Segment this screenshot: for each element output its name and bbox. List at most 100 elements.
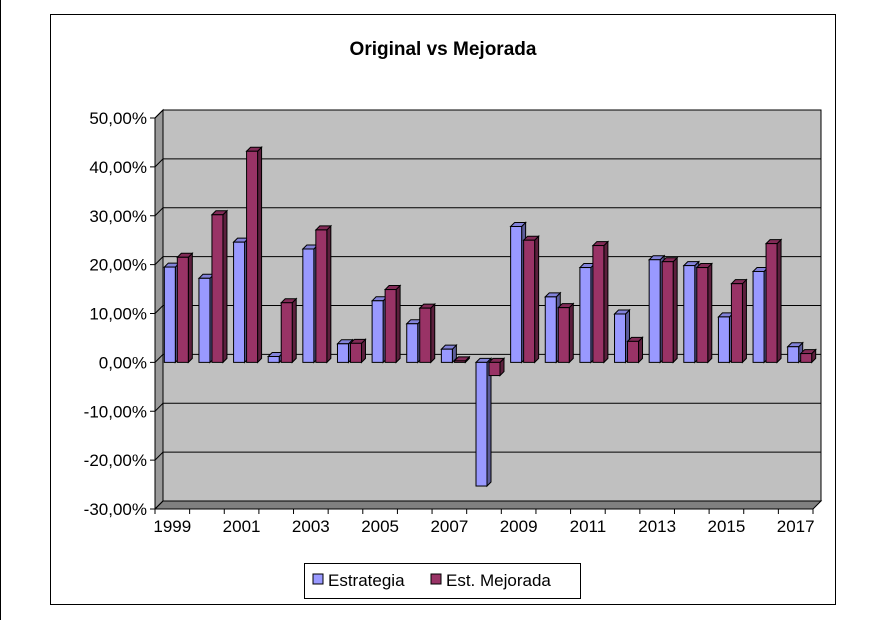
bar-front [592,245,605,363]
bar-est-mejorada-2003 [314,224,333,364]
bar-side [672,256,678,364]
x-tick-label: 2015 [708,517,746,536]
bar-front [336,343,349,363]
y-tick-label: -10,00% [84,402,147,421]
y-tick-label: 50,00% [89,109,147,128]
bar-front [211,214,224,363]
y-tick-label: 20,00% [89,256,147,275]
bar-front [475,361,488,487]
bar-front [246,150,259,363]
bar-side [187,252,193,364]
bar-est-mejorada-2005 [383,284,402,364]
legend-swatch-estrategia [312,573,324,585]
bar-side [486,357,492,488]
bar-front [198,277,211,363]
bar-side [257,146,263,364]
gridline [154,158,821,168]
gridline [154,500,821,510]
bar-side [291,297,297,364]
bar-est-mejorada-2007 [453,355,471,364]
bar-estrategia-2017 [786,341,804,364]
x-tick-label: 2005 [361,517,399,536]
x-tick-label: 2013 [638,517,676,536]
bar-side [603,240,609,364]
bar-side [430,302,436,364]
bar-front [419,307,432,363]
bar-side [568,302,574,364]
bar-front [280,302,293,363]
x-tick-label: 2009 [500,517,538,536]
bar-front [730,283,743,363]
bar-front [510,226,523,363]
bar-front [523,239,536,363]
legend-box [304,563,581,599]
bar-est-mejorada-2017 [799,348,817,364]
bar-front [579,267,592,363]
bar-side [222,209,228,364]
bar-est-mejorada-2000 [210,209,229,364]
bar-est-mejorada-2002 [280,297,298,364]
y-tick-label: -20,00% [84,451,147,470]
x-tick-label: 2017 [777,517,815,536]
bar-side [326,224,332,364]
floor [153,500,823,510]
bar-est-mejorada-2001 [245,146,263,364]
bar-front [614,313,627,363]
gridline [154,451,821,461]
bar-front [406,323,419,363]
bar-front [765,243,778,363]
legend: Estrategia Est. Mejorada [304,563,581,599]
bar-front [371,300,384,363]
y-tick-label: 10,00% [89,305,147,324]
bar-side [707,262,713,364]
bar-front [648,259,661,363]
bar-front [627,340,640,363]
y-tick-label: 0,00% [99,353,147,372]
bar-front [557,307,570,363]
axes [150,117,814,514]
bar-front [453,360,466,363]
bar-est-mejorada-2004 [349,338,367,364]
bar-est-mejorada-2008 [487,357,506,377]
x-tick-labels: 1999 2001 2003 2005 2007 2009 2011 2013 2015 2017 [153,517,814,536]
y-tick-labels: -30,00% -20,00% -10,00% 0,00% 10,00% 20,00% 30… [84,109,147,519]
y-tick-label: 30,00% [89,207,147,226]
bar-est-mejorada-2010 [557,302,575,364]
chart-title: Original vs Mejorada [350,39,537,60]
x-tick-label: 1999 [153,517,191,536]
bar-est-mejorada-2013 [660,256,679,364]
bar-est-mejorada-2006 [418,302,436,364]
bar-est-mejorada-2015 [730,278,748,364]
bar-est-mejorada-2016 [764,238,783,364]
bar-est-mejorada-2014 [695,262,713,364]
bar-front [752,270,765,363]
bar-side [741,278,747,364]
y-tick-label: 40,00% [89,158,147,177]
bar-front [800,353,813,363]
bar-front [163,266,176,363]
bar-front [683,265,696,363]
bar-front [488,361,501,377]
bar-front [349,342,362,363]
bar-side [776,238,782,364]
bar-front [440,348,453,363]
bar-estrategia-2007 [440,343,458,364]
bar-front [315,229,328,363]
bar-front [384,289,397,363]
bar-front [661,261,674,363]
x-tick-label: 2003 [292,517,330,536]
y-tick-label: -30,00% [84,500,147,519]
bar-estrategia-2008 [474,357,493,488]
legend-label-est-mejorada: Est. Mejorada [446,571,551,590]
legend-swatch-est-mejorada [430,573,442,585]
bar-front [302,248,315,363]
gridline [154,109,821,119]
bar-front [176,256,189,363]
x-tick-label: 2001 [223,517,261,536]
gridline [154,402,821,412]
bars [163,146,817,488]
bar-est-mejorada-1999 [176,252,194,364]
bar-front [717,316,730,363]
legend-label-estrategia: Estrategia [328,571,405,590]
